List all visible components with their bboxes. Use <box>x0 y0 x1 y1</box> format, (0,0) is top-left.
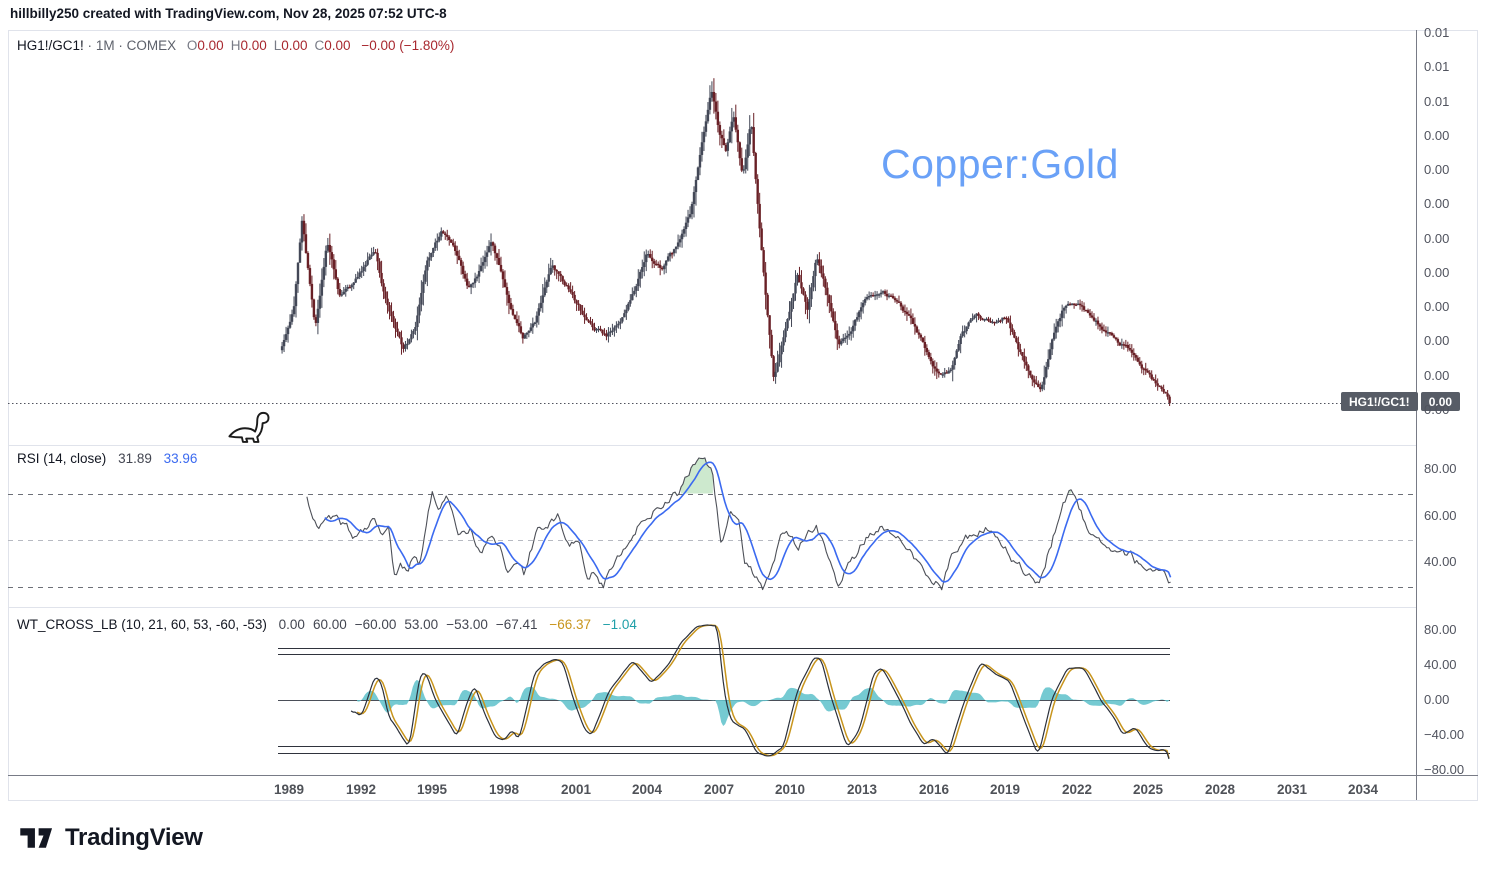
time-axis-label: 1992 <box>345 782 377 797</box>
price-axis-label: 0.01 <box>1424 25 1450 40</box>
time-axis-label: 2019 <box>989 782 1021 797</box>
tradingview-logo-text: TradingView <box>65 824 203 851</box>
change-value: −0.00 (−1.80%) <box>361 38 455 53</box>
rsi-axis-label: 80.00 <box>1424 461 1457 476</box>
time-axis-label: 2016 <box>918 782 950 797</box>
time-axis-label: 2022 <box>1061 782 1093 797</box>
time-axis-label: 2031 <box>1276 782 1308 797</box>
ohlc-key: H <box>230 38 241 53</box>
rsi-axis-label: 40.00 <box>1424 554 1457 569</box>
price-axis-label: 0.00 <box>1424 333 1450 348</box>
main-series-legend[interactable]: HG1!/GC1! · 1M · COMEX O0.00 H0.00 L0.00 C0… <box>17 38 455 53</box>
price-axis-label: 0.00 <box>1424 162 1450 177</box>
tradingview-logo-icon <box>20 828 53 848</box>
price-axis-label: 0.01 <box>1424 59 1450 74</box>
rsi-axis-label: 60.00 <box>1424 508 1457 523</box>
wt-value: −67.41 <box>495 617 538 632</box>
price-axis-label: 0.00 <box>1424 196 1450 211</box>
time-axis-label: 2013 <box>846 782 878 797</box>
time-axis-label: 2010 <box>774 782 806 797</box>
price-axis-label: 0.00 <box>1424 265 1450 280</box>
symbol-title[interactable]: HG1!/GC1! <box>17 38 84 53</box>
time-axis-label: 1995 <box>416 782 448 797</box>
wt-title[interactable]: WT_CROSS_LB <box>17 617 118 632</box>
ohlc-value: 0.00 <box>324 38 351 53</box>
last-price-tag-symbol: HG1!/GC1! <box>1341 392 1418 411</box>
ohlc-value: 0.00 <box>240 38 267 53</box>
wt-value: 60.00 <box>312 617 347 632</box>
rsi-value: 31.89 <box>118 451 152 466</box>
rsi-ma-value: 33.96 <box>163 451 198 466</box>
wt-level-values: 0.00 60.00 −60.00 53.00 −53.00 −67.41 <box>271 617 538 632</box>
wt-axis-label: 80.00 <box>1424 622 1457 637</box>
price-axis-label: 0.00 <box>1424 231 1450 246</box>
wt-value: −53.00 <box>446 617 488 632</box>
wt-value: 53.00 <box>404 617 439 632</box>
wt-diff-value: −1.04 <box>602 617 637 632</box>
wt-axis-label: −80.00 <box>1424 762 1465 777</box>
price-axis-label: 0.00 <box>1424 299 1450 314</box>
ohlc-key: L <box>273 38 282 53</box>
price-axis-label: 0.00 <box>1424 402 1450 417</box>
time-axis-label: 1989 <box>273 782 305 797</box>
time-axis-label: 2028 <box>1204 782 1236 797</box>
wt-value: 0.00 <box>278 617 305 632</box>
ohlc-value: 0.00 <box>281 38 308 53</box>
exchange-label: COMEX <box>126 38 177 53</box>
rsi-params: (14, close) <box>43 451 107 466</box>
ohlc-value: 0.00 <box>197 38 224 53</box>
price-axis-label: 0.00 <box>1424 368 1450 383</box>
time-axis-label: 2034 <box>1347 782 1379 797</box>
ohlc-values: O0.00 H0.00 L0.00 C0.00 <box>180 38 351 53</box>
wt-value: −60.00 <box>354 617 397 632</box>
ohlc-key: O <box>186 38 198 53</box>
last-price-tag-value: 0.00 <box>1420 392 1461 411</box>
time-axis-label: 2025 <box>1132 782 1164 797</box>
rsi-legend[interactable]: RSI (14, close) 31.89 33.96 <box>17 451 197 466</box>
rsi-title[interactable]: RSI <box>17 451 40 466</box>
attribution-text: hillbilly250 created with TradingView.co… <box>10 6 447 21</box>
interval-label[interactable]: 1M <box>95 38 115 53</box>
price-axis-label: 0.00 <box>1424 128 1450 143</box>
tradingview-logo[interactable]: TradingView <box>20 824 203 852</box>
wt-cross-legend[interactable]: WT_CROSS_LB (10, 21, 60, 53, -60, -53) 0… <box>17 617 637 632</box>
dinosaur-icon <box>228 411 270 443</box>
last-price-tag: HG1!/GC1! 0.00 <box>1341 392 1461 411</box>
time-axis-label: 1998 <box>488 782 520 797</box>
time-axis-label: 2001 <box>560 782 592 797</box>
wt-axis-label: −40.00 <box>1424 727 1465 742</box>
price-axis-label: 0.01 <box>1424 94 1450 109</box>
wt-axis-label: 40.00 <box>1424 657 1457 672</box>
time-axis-label: 2007 <box>703 782 735 797</box>
wt-params: (10, 21, 60, 53, -60, -53) <box>121 617 267 632</box>
time-axis-label: 2004 <box>631 782 663 797</box>
ohlc-key: C <box>314 38 325 53</box>
wt2-value: −66.37 <box>549 617 591 632</box>
wt-axis-label: 0.00 <box>1424 692 1450 707</box>
chart-title-watermark: Copper:Gold <box>881 141 1119 187</box>
